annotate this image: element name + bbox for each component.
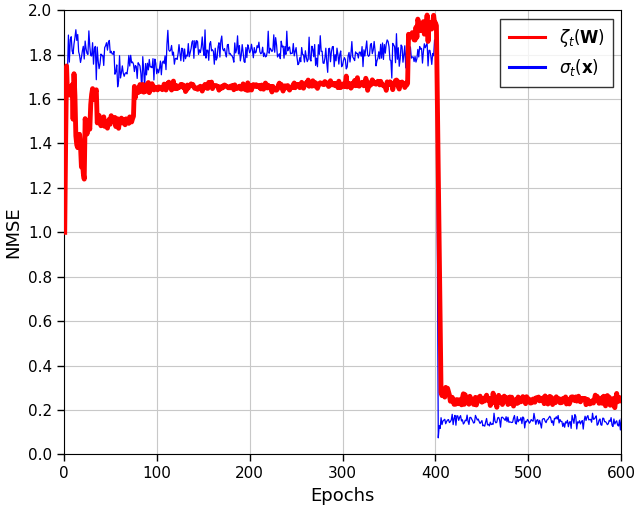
X-axis label: Epochs: Epochs (310, 487, 375, 505)
Y-axis label: NMSE: NMSE (4, 207, 22, 258)
Legend: $\zeta_t(\mathbf{W})$, $\sigma_t(\mathbf{x})$: $\zeta_t(\mathbf{W})$, $\sigma_t(\mathbf… (500, 18, 613, 87)
